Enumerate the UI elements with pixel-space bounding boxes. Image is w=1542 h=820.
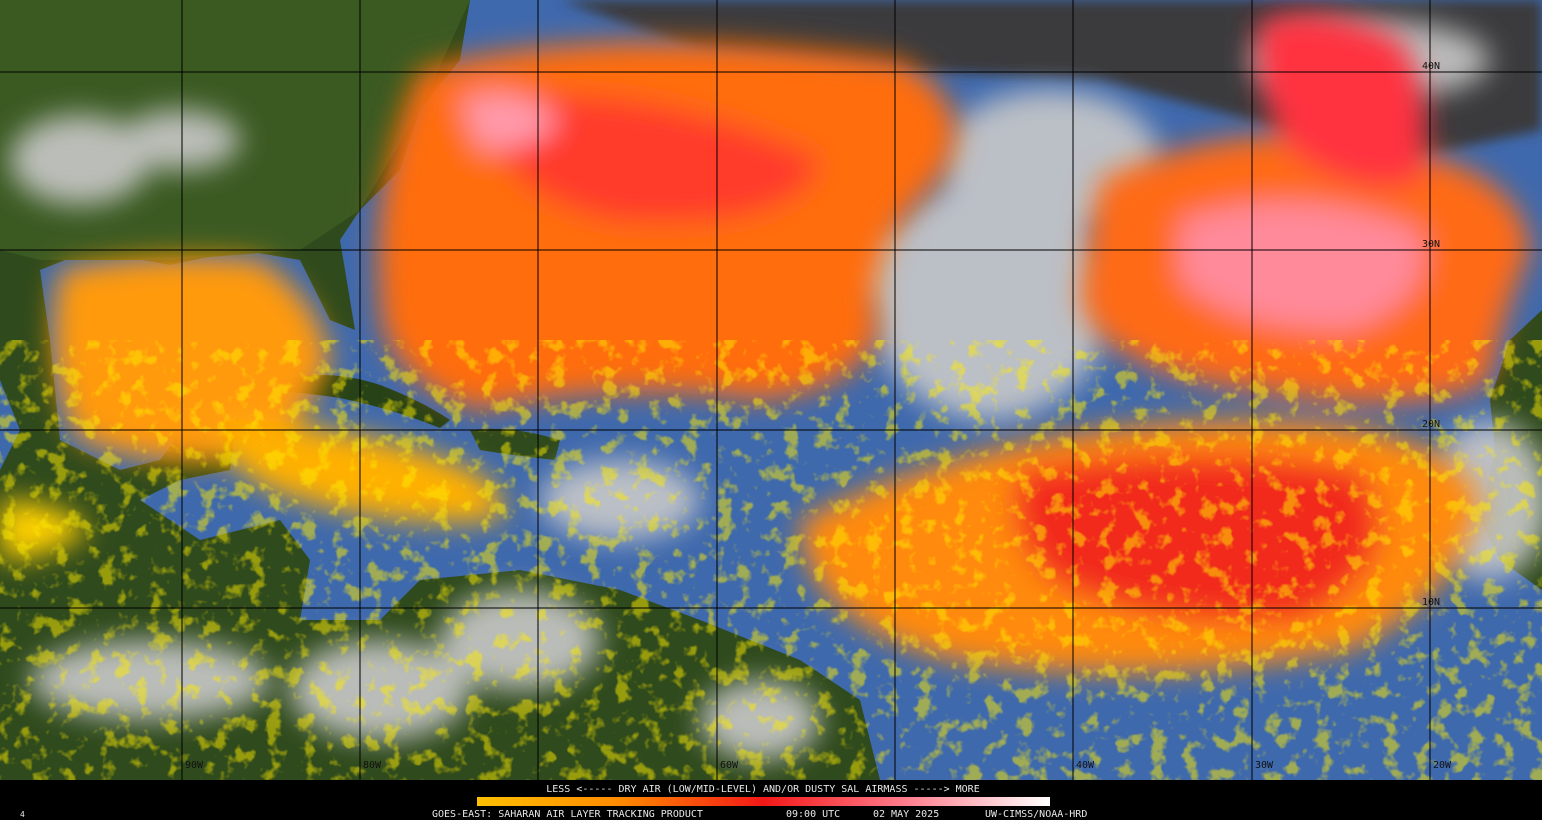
longitude-label: 40W [1076, 760, 1095, 771]
latitude-labels: 40N 30N 20N 10N [1422, 61, 1440, 608]
valid-time: 09:00 UTC [786, 809, 840, 820]
imagery [0, 0, 1542, 780]
credit: UW-CIMSS/NOAA-HRD [985, 809, 1087, 820]
color-scale [477, 797, 1050, 806]
legend-caption: LESS <----- DRY AIR (LOW/MID-LEVEL) AND/… [546, 784, 979, 795]
latitude-label: 10N [1422, 597, 1440, 608]
valid-date: 02 MAY 2025 [873, 809, 939, 820]
latitude-label: 20N [1422, 419, 1440, 430]
longitude-label: 20W [1433, 760, 1452, 771]
longitude-label: 90W [185, 760, 204, 771]
latitude-label: 30N [1422, 239, 1440, 250]
product-name: GOES-EAST: SAHARAN AIR LAYER TRACKING PR… [432, 809, 703, 820]
longitude-label: 60W [720, 760, 739, 771]
graticule [0, 0, 1542, 780]
longitude-label: 80W [363, 760, 382, 771]
frame-number: 4 [20, 810, 25, 819]
latitude-label: 40N [1422, 61, 1440, 72]
longitude-label: 30W [1255, 760, 1274, 771]
longitude-labels: 90W 80W 60W 40W 30W 20W [185, 760, 1452, 771]
